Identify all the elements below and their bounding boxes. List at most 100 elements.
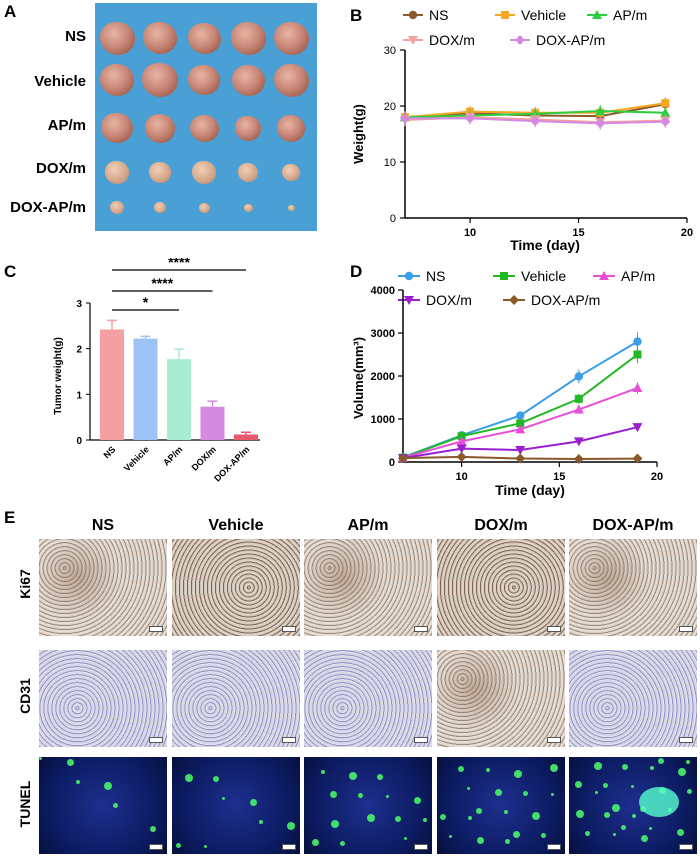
- c-bar: [167, 359, 191, 440]
- micrograph-ki67: [569, 539, 697, 636]
- tunel-positive-dot: [621, 825, 626, 830]
- b-ytick-label: 30: [384, 45, 396, 57]
- tumor-specimen: [230, 21, 266, 55]
- d-legend-label: Vehicle: [521, 268, 566, 284]
- tunel-positive-dot: [222, 797, 225, 800]
- tunel-positive-dot: [349, 772, 357, 780]
- c-xtick-label: AP/m: [161, 444, 184, 467]
- b-legend-label: Vehicle: [521, 7, 566, 23]
- column-header: DOX-AP/m: [592, 517, 674, 534]
- micrograph-cd31: [304, 650, 432, 747]
- tunel-positive-dot: [613, 833, 616, 836]
- d-point: [573, 404, 584, 414]
- group-label-ns: NS: [65, 28, 86, 45]
- d-legend-marker: [404, 271, 414, 281]
- d-point: [456, 444, 467, 454]
- scale-bar: [282, 737, 296, 743]
- tunel-positive-dot: [594, 762, 602, 770]
- tunel-positive-dot: [185, 774, 193, 782]
- c-sig-label: ****: [168, 258, 190, 270]
- b-legend-label: AP/m: [613, 7, 647, 23]
- tumor-specimen: [145, 114, 175, 143]
- b-legend-marker: [515, 35, 525, 45]
- micrograph-tunel: [437, 757, 565, 854]
- micrograph-ki67: [172, 539, 300, 636]
- tunel-positive-dot: [458, 766, 464, 772]
- d-legend-marker: [404, 296, 414, 305]
- d-point: [456, 451, 467, 462]
- tunel-positive-dot: [404, 837, 407, 840]
- d-point: [516, 419, 525, 428]
- d-legend-label: AP/m: [621, 268, 655, 284]
- c-bar: [100, 329, 124, 440]
- tumor-specimen: [101, 113, 133, 144]
- tunel-positive-dot: [76, 780, 80, 784]
- micrograph-cd31: [437, 650, 565, 747]
- tunel-positive-dot: [467, 787, 470, 790]
- c-sig-label: *: [143, 294, 149, 310]
- tunel-positive-dot: [575, 781, 582, 788]
- d-legend-marker: [599, 271, 609, 280]
- row-label-cd31: CD31: [17, 678, 33, 714]
- tunel-positive-dot: [477, 837, 484, 844]
- chart-d: NS Vehicle AP/m DOX/m DOX-AP/m 0 1000 2000 3000…: [351, 268, 663, 498]
- tunel-positive-dot: [358, 793, 363, 798]
- d-series-line: [402, 353, 639, 459]
- tumor-specimen: [273, 21, 309, 55]
- tunel-positive-dot: [321, 770, 325, 774]
- micrograph-ki67: [39, 539, 167, 636]
- d-point: [633, 337, 642, 346]
- tunel-positive-dot: [377, 774, 383, 780]
- d-ytick-label: 3000: [371, 328, 395, 340]
- b-point: [400, 113, 410, 124]
- b-legend-label: DOX-AP/m: [536, 32, 605, 48]
- b-legend-marker: [592, 10, 602, 19]
- tunel-positive-dot: [514, 770, 522, 778]
- panel-label-c: C: [4, 262, 17, 281]
- tunel-positive-dot: [595, 791, 598, 794]
- group-label-doxapm: DOX-AP/m: [10, 199, 86, 216]
- c-ytick-label: 1: [76, 390, 82, 401]
- tunel-positive-dot: [677, 829, 684, 836]
- tunel-positive-dot: [649, 827, 652, 830]
- tunel-positive-dot: [486, 768, 490, 772]
- scale-bar: [547, 844, 561, 850]
- tunel-positive-dot: [204, 845, 207, 848]
- scale-bar: [282, 844, 296, 850]
- tunel-positive-dot: [287, 822, 295, 830]
- d-ytick-label: 1000: [371, 414, 395, 426]
- tunel-positive-dot: [440, 814, 446, 820]
- b-legend-marker: [408, 36, 418, 45]
- d-point: [574, 394, 583, 403]
- d-legend-marker: [500, 272, 508, 280]
- column-header: AP/m: [347, 517, 389, 534]
- group-label-vehicle: Vehicle: [34, 73, 86, 90]
- scale-bar: [282, 626, 296, 632]
- tunel-positive-dot: [259, 820, 263, 824]
- tunel-positive-dot: [505, 839, 510, 844]
- micrograph-ki67: [437, 539, 565, 636]
- d-xlabel: Time (day): [495, 482, 565, 498]
- c-bar: [133, 338, 158, 440]
- tunel-positive-dot: [113, 803, 118, 808]
- c-xtick-label: DOX-AP/m: [212, 444, 251, 483]
- chart-b: NS Vehicle AP/m DOX/m DOX-AP/m 0 10 20 30 10 15 20…: [351, 7, 693, 253]
- tunel-positive-dot: [39, 757, 42, 760]
- scale-bar: [149, 626, 163, 632]
- tumor-specimen: [188, 65, 220, 96]
- tunel-positive-dot: [678, 768, 686, 776]
- c-ytick-label: 2: [76, 345, 82, 356]
- b-legend-marker: [501, 11, 509, 19]
- micrograph-ki67: [304, 539, 432, 636]
- d-xtick-label: 20: [651, 471, 663, 483]
- tunel-positive-dot: [641, 835, 648, 842]
- scale-bar: [679, 626, 693, 632]
- tumor-specimen: [99, 21, 135, 55]
- tunel-positive-dot: [532, 812, 540, 820]
- tunel-positive-dot: [622, 764, 628, 770]
- d-point: [573, 453, 584, 464]
- group-label-apm: AP/m: [47, 117, 86, 134]
- tunel-positive-dot: [150, 826, 156, 832]
- micrograph-tunel: [39, 757, 167, 854]
- c-xtick-label: DOX/m: [190, 444, 218, 472]
